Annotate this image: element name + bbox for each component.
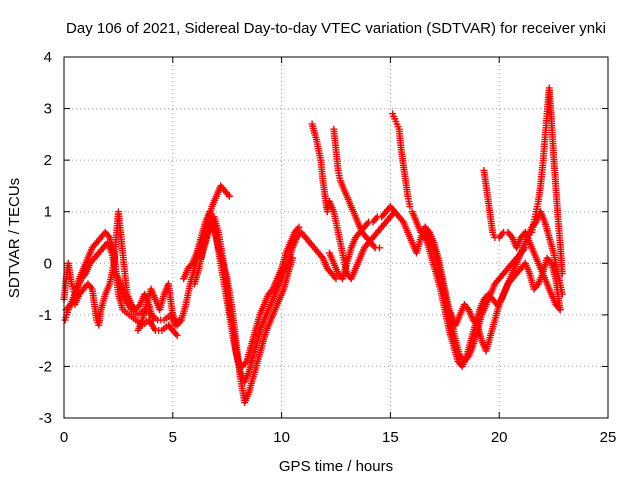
data-point bbox=[558, 290, 566, 298]
series-s15 bbox=[528, 84, 566, 278]
y-axis-label: SDTVAR / TECUs bbox=[6, 178, 23, 298]
series-s3 bbox=[62, 208, 157, 329]
data-point bbox=[149, 316, 157, 324]
series-s9 bbox=[330, 125, 384, 252]
y-tick-label: -1 bbox=[39, 307, 52, 324]
chart-title: Day 106 of 2021, Sidereal Day-to-day VTE… bbox=[66, 20, 606, 37]
y-tick-label: 2 bbox=[44, 152, 52, 169]
x-tick-label: 5 bbox=[169, 429, 177, 446]
y-tick-label: -2 bbox=[39, 358, 52, 375]
series-s12 bbox=[408, 208, 564, 355]
x-tick-label: 10 bbox=[273, 429, 290, 446]
y-tick-labels: -3 -2 -1 0 1 2 3 4 bbox=[39, 49, 52, 427]
series-s13 bbox=[419, 208, 566, 370]
y-tick-label: 0 bbox=[44, 255, 52, 272]
data-point bbox=[556, 306, 564, 314]
plot-frame bbox=[63, 56, 609, 419]
y-tick-label: 4 bbox=[44, 49, 52, 66]
series-s14 bbox=[480, 166, 564, 314]
series-s6 bbox=[191, 218, 303, 370]
data-point bbox=[406, 203, 414, 211]
x-tick-label: 25 bbox=[600, 429, 617, 446]
series-s7 bbox=[197, 213, 340, 386]
data-point bbox=[173, 331, 181, 339]
data-point bbox=[225, 192, 233, 200]
x-tick-label: 20 bbox=[491, 429, 508, 446]
series-s5 bbox=[180, 208, 296, 407]
data-point bbox=[332, 275, 340, 283]
x-tick-labels: 0 5 10 15 20 25 bbox=[60, 429, 617, 446]
x-tick-label: 0 bbox=[60, 429, 68, 446]
x-tick-label: 15 bbox=[382, 429, 399, 446]
plot-points bbox=[60, 84, 566, 407]
data-point bbox=[376, 244, 384, 252]
y-tick-label: 3 bbox=[44, 101, 52, 118]
x-axis-label: GPS time / hours bbox=[279, 458, 393, 475]
y-tick-label: -3 bbox=[39, 410, 52, 427]
data-point bbox=[295, 223, 303, 231]
data-point bbox=[558, 270, 566, 278]
series-s11 bbox=[389, 110, 414, 211]
y-tick-label: 1 bbox=[44, 204, 52, 221]
